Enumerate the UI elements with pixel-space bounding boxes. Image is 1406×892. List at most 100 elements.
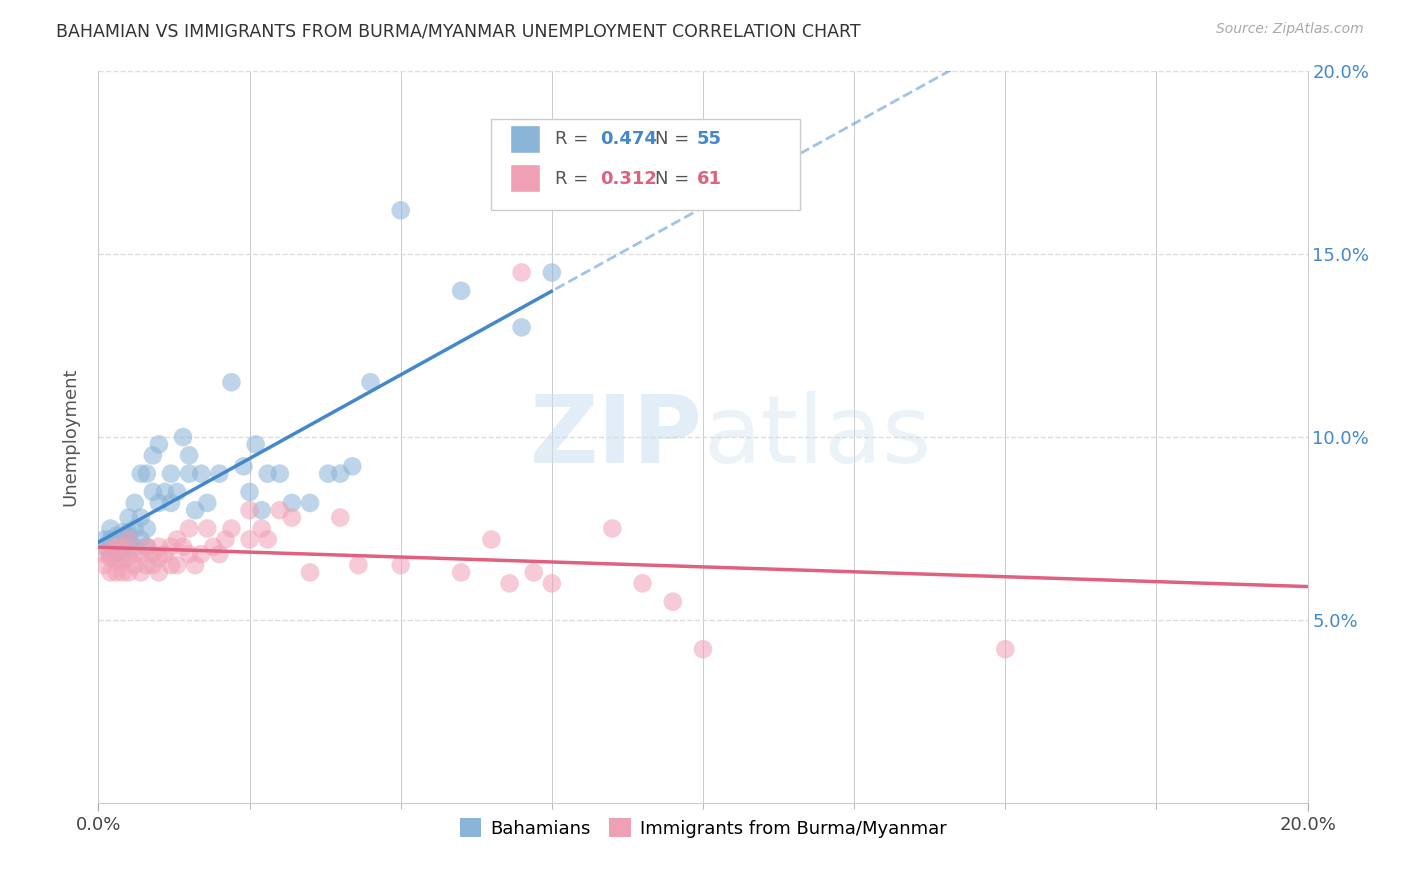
Point bbox=[111, 566, 134, 580]
Point bbox=[124, 540, 146, 554]
Point bbox=[111, 554, 134, 568]
Point bbox=[190, 467, 212, 481]
Point bbox=[250, 503, 273, 517]
Point bbox=[661, 594, 683, 608]
Point bbox=[100, 566, 122, 580]
Point bbox=[111, 547, 134, 561]
Point bbox=[124, 521, 146, 535]
Point bbox=[239, 503, 262, 517]
Point bbox=[160, 558, 183, 573]
Point bbox=[202, 540, 225, 554]
Point bbox=[100, 533, 122, 547]
Point bbox=[118, 529, 141, 543]
Text: 61: 61 bbox=[697, 169, 721, 188]
Point bbox=[269, 467, 291, 481]
Point bbox=[93, 540, 115, 554]
Point bbox=[160, 467, 183, 481]
Point bbox=[135, 540, 157, 554]
Point bbox=[105, 554, 128, 568]
Point bbox=[299, 496, 322, 510]
Point bbox=[221, 375, 243, 389]
Point bbox=[166, 533, 188, 547]
Point bbox=[172, 430, 194, 444]
Point bbox=[692, 642, 714, 657]
Point bbox=[184, 503, 207, 517]
Text: R =: R = bbox=[555, 130, 595, 148]
Point bbox=[118, 536, 141, 550]
Point bbox=[118, 510, 141, 524]
Text: R =: R = bbox=[555, 169, 595, 188]
Point bbox=[389, 558, 412, 573]
Point bbox=[118, 533, 141, 547]
Point bbox=[111, 525, 134, 540]
Text: N =: N = bbox=[655, 169, 695, 188]
Point bbox=[389, 203, 412, 218]
Point bbox=[232, 459, 254, 474]
Point bbox=[450, 566, 472, 580]
Legend: Bahamians, Immigrants from Burma/Myanmar: Bahamians, Immigrants from Burma/Myanmar bbox=[453, 811, 953, 845]
Point bbox=[540, 266, 562, 280]
Text: 0.474: 0.474 bbox=[600, 130, 657, 148]
Point bbox=[342, 459, 364, 474]
Point bbox=[179, 547, 201, 561]
Text: 0.312: 0.312 bbox=[600, 169, 657, 188]
Point bbox=[239, 485, 262, 500]
Point bbox=[105, 529, 128, 543]
Point bbox=[281, 510, 304, 524]
Point bbox=[631, 576, 654, 591]
Text: 55: 55 bbox=[697, 130, 721, 148]
Point bbox=[118, 525, 141, 540]
Point bbox=[994, 642, 1017, 657]
Point bbox=[148, 566, 170, 580]
Point bbox=[124, 547, 146, 561]
Point bbox=[498, 576, 520, 591]
Point bbox=[148, 540, 170, 554]
Point bbox=[510, 320, 533, 334]
Point bbox=[329, 467, 352, 481]
Point bbox=[179, 467, 201, 481]
Point bbox=[360, 375, 382, 389]
Point bbox=[179, 521, 201, 535]
Point bbox=[195, 521, 218, 535]
Point bbox=[153, 547, 176, 561]
Point bbox=[148, 550, 170, 565]
Point bbox=[118, 550, 141, 565]
Point bbox=[100, 547, 122, 561]
Point bbox=[100, 550, 122, 565]
Point bbox=[118, 566, 141, 580]
Point bbox=[111, 540, 134, 554]
Point bbox=[93, 547, 115, 561]
Point bbox=[239, 533, 262, 547]
Point bbox=[129, 566, 152, 580]
Point bbox=[129, 467, 152, 481]
Point bbox=[135, 540, 157, 554]
Point bbox=[179, 448, 201, 462]
Point bbox=[105, 540, 128, 554]
Point bbox=[93, 533, 115, 547]
Point bbox=[93, 558, 115, 573]
Point bbox=[269, 503, 291, 517]
Point bbox=[153, 485, 176, 500]
Text: N =: N = bbox=[655, 130, 695, 148]
Point bbox=[347, 558, 370, 573]
Point bbox=[172, 540, 194, 554]
Point bbox=[135, 558, 157, 573]
Point bbox=[142, 558, 165, 573]
Point bbox=[166, 558, 188, 573]
Point bbox=[481, 533, 503, 547]
Point bbox=[540, 576, 562, 591]
Point bbox=[329, 510, 352, 524]
Point bbox=[221, 521, 243, 535]
Point bbox=[281, 496, 304, 510]
Point bbox=[124, 496, 146, 510]
Point bbox=[208, 467, 231, 481]
Point bbox=[245, 437, 267, 451]
Point bbox=[105, 566, 128, 580]
Point bbox=[316, 467, 339, 481]
Point bbox=[250, 521, 273, 535]
Point bbox=[195, 496, 218, 510]
Point bbox=[105, 547, 128, 561]
Point bbox=[160, 496, 183, 510]
Point bbox=[148, 437, 170, 451]
Point bbox=[190, 547, 212, 561]
